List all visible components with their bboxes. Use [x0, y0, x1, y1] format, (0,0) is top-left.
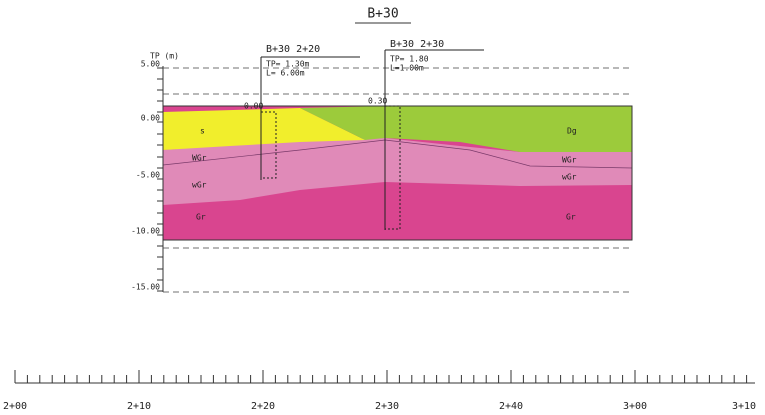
layer-label: wGr [562, 173, 577, 182]
station-label: 3+10 [732, 401, 756, 412]
elevation-tick-label: -10.00 [131, 227, 160, 236]
elevation-tick-label: -15.00 [131, 283, 160, 292]
station-label: 3+00 [623, 401, 647, 412]
borehole-tp: TP= 1.30m [266, 60, 310, 69]
station-ticks [15, 370, 747, 383]
station-label: 2+10 [127, 401, 151, 412]
station-label: 2+20 [251, 401, 275, 412]
layer-label: Dg [567, 127, 577, 136]
borehole-length: L= 6.00m [266, 69, 305, 78]
layer-label: s [200, 127, 205, 136]
section-drawing: B+30 TP (m) 5.00 0.00 -5.00 -10.00 -15.0… [0, 0, 765, 415]
elevation-tick-label: 0.00 [141, 114, 160, 123]
station-label: 2+00 [3, 401, 27, 412]
layer-label: WGr [562, 156, 577, 165]
station-label: 2+40 [499, 401, 523, 412]
borehole-label: B+30 2+20 [266, 44, 320, 55]
title: B+30 [367, 7, 398, 22]
borehole-label: B+30 2+30 [390, 39, 444, 50]
borehole-tp: TP= 1.80 [390, 55, 429, 64]
layer-label: wGr [192, 181, 207, 190]
borehole-level: 0.30 [368, 97, 387, 106]
layer-label: Gr [566, 213, 576, 222]
station-label: 2+30 [375, 401, 399, 412]
borehole-length: L=1.00m [390, 64, 424, 73]
borehole-level: 0.00 [244, 102, 263, 111]
elevation-tick-label: -5.00 [136, 171, 160, 180]
elevation-tick-label: 5.00 [141, 60, 160, 69]
elevation-ticks [157, 68, 163, 291]
layer-label: WGr [192, 154, 207, 163]
layer-label: Gr [196, 213, 206, 222]
